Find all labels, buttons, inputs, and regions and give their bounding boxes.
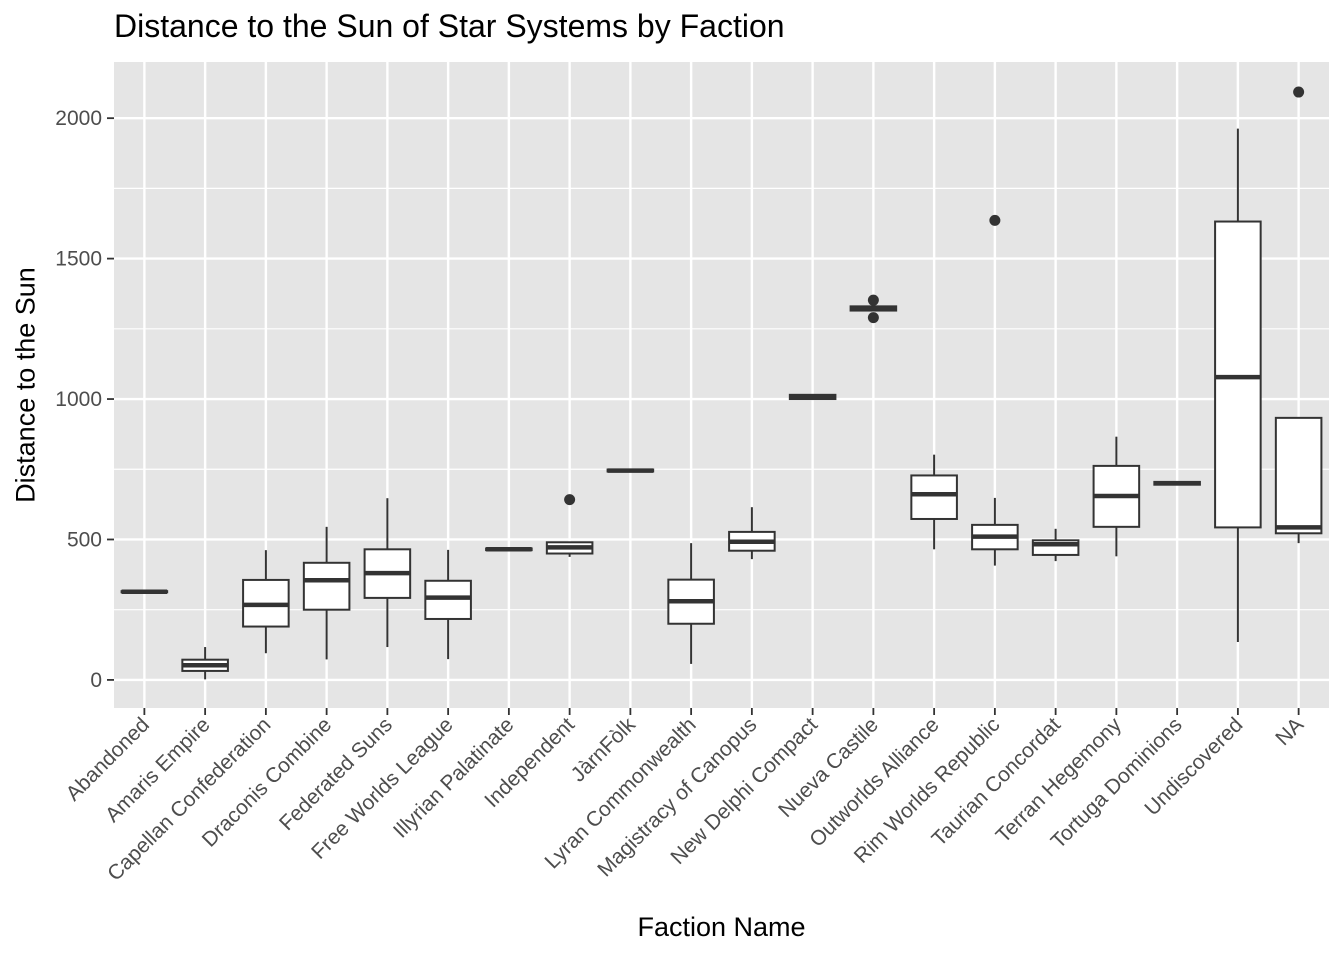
box-13 (910, 454, 958, 550)
box-iqr (910, 474, 958, 520)
y-tick-label: 2000 (55, 107, 102, 130)
x-tick-label: Federated Suns (275, 713, 397, 835)
y-tick-label: 1500 (55, 248, 102, 271)
chart-title: Distance to the Sun of Star Systems by F… (114, 8, 785, 44)
box-17 (1153, 480, 1201, 486)
box-16 (1092, 436, 1141, 557)
box-1 (181, 647, 229, 680)
grid-lines (114, 62, 1329, 708)
outlier-point (867, 312, 879, 324)
boxes (120, 86, 1323, 680)
y-tick-label: 500 (67, 528, 102, 551)
box-10 (728, 507, 776, 560)
outlier-point (564, 494, 576, 506)
box-3 (302, 526, 351, 660)
x-tick-label: NA (1271, 713, 1308, 750)
y-tick-label: 0 (90, 669, 102, 692)
box-9 (667, 543, 715, 664)
box-19 (1274, 86, 1323, 544)
box-12 (849, 294, 898, 324)
box-15 (1031, 528, 1080, 562)
box-8 (606, 468, 655, 473)
box-iqr (1214, 220, 1262, 529)
box-iqr (1274, 416, 1323, 535)
outlier-point (1293, 86, 1305, 98)
box-11 (788, 393, 837, 401)
box-6 (485, 547, 533, 552)
box-4 (363, 498, 412, 648)
box-18 (1214, 128, 1262, 642)
box-2 (242, 550, 290, 654)
x-tick-label: Amaris Empire (101, 713, 215, 827)
y-tick-label: 1000 (55, 388, 102, 411)
x-axis-title: Faction Name (637, 912, 806, 942)
box-14 (971, 214, 1019, 566)
outlier-point (867, 294, 879, 306)
box-0 (120, 589, 169, 594)
box-5 (424, 549, 472, 660)
plot-panel (114, 62, 1329, 708)
y-axis-title: Distance to the Sun (10, 267, 41, 503)
outlier-point (989, 214, 1001, 226)
box-iqr (302, 561, 351, 611)
box-7 (545, 494, 594, 557)
